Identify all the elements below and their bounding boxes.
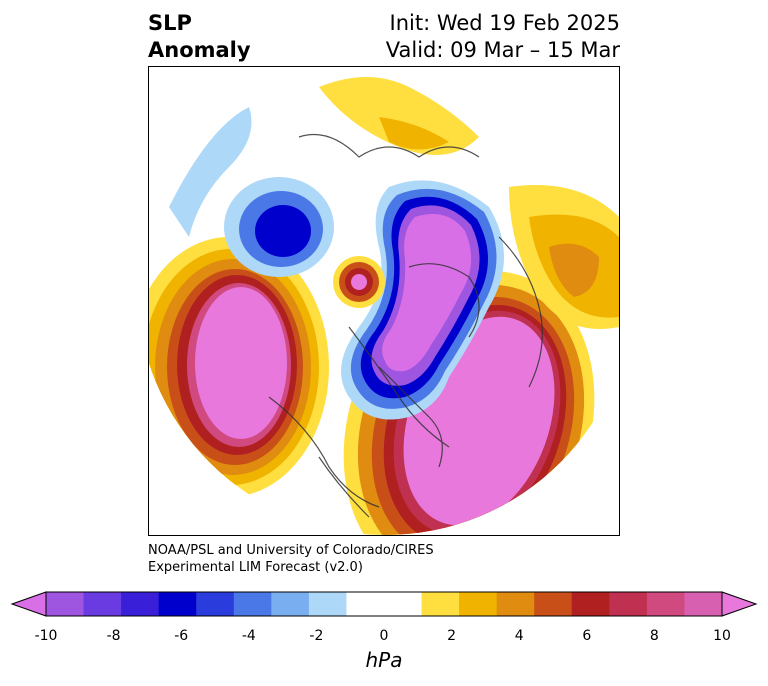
colorbar-cell xyxy=(308,592,347,616)
anomaly-map xyxy=(149,67,619,535)
title-variable-sub: Anomaly xyxy=(148,38,251,62)
colorbar-tick-label: -10 xyxy=(34,628,58,644)
colorbar-tick-label: -6 xyxy=(174,628,189,644)
colorbar-cell xyxy=(571,592,610,616)
negative-anomaly-arctic xyxy=(341,180,504,420)
init-date: Init: Wed 19 Feb 2025 xyxy=(389,11,620,35)
small-positive-anomaly xyxy=(333,256,385,308)
colorbar-under-arrow xyxy=(10,591,47,617)
colorbar-tick-label: 8 xyxy=(649,628,659,644)
positive-anomaly-north-pacific xyxy=(149,237,329,497)
colorbar-cell xyxy=(534,592,573,616)
negative-anomaly-canada xyxy=(224,177,334,277)
title-right: Init: Wed 19 Feb 2025 Valid: 09 Mar – 15… xyxy=(386,10,620,64)
colorbar-cell xyxy=(346,592,385,616)
title-left: SLP Anomaly xyxy=(148,10,251,64)
valid-range: Valid: 09 Mar – 15 Mar xyxy=(385,38,620,62)
colorbar-unit: hPa xyxy=(365,648,403,672)
title-variable: SLP xyxy=(148,11,192,35)
map-panel xyxy=(148,66,620,536)
colorbar-tick-label: 10 xyxy=(713,628,731,644)
colorbar-cell xyxy=(609,592,648,616)
colorbar-cell xyxy=(459,592,498,616)
credit-text: NOAA/PSL and University of Colorado/CIRE… xyxy=(148,542,434,576)
colorbar-cell xyxy=(46,592,85,616)
colorbar-cell xyxy=(158,592,197,616)
colorbar-cell xyxy=(233,592,272,616)
colorbar-cell xyxy=(684,592,723,616)
positive-anomaly-kamchatka xyxy=(319,77,479,155)
negative-anomaly-siberia xyxy=(169,107,252,237)
colorbar-over-arrow xyxy=(721,591,758,617)
colorbar-cell xyxy=(384,592,423,616)
colorbar-cell xyxy=(271,592,310,616)
colorbar-cell xyxy=(421,592,460,616)
colorbar-tick-label: 2 xyxy=(447,628,457,644)
colorbar-tick-label: -2 xyxy=(309,628,324,644)
coastlines xyxy=(268,133,543,518)
colorbar-cell xyxy=(496,592,535,616)
colorbar-tick-label: 0 xyxy=(379,628,389,644)
colorbar-cell xyxy=(83,592,122,616)
colorbar xyxy=(10,591,758,617)
colorbar-tick-label: 4 xyxy=(514,628,524,644)
colorbar-cell xyxy=(196,592,235,616)
colorbar-tick-label: -4 xyxy=(241,628,256,644)
credit-line-1: NOAA/PSL and University of Colorado/CIRE… xyxy=(148,543,434,558)
colorbar-tick-label: -8 xyxy=(106,628,121,644)
credit-line-2: Experimental LIM Forecast (v2.0) xyxy=(148,560,363,575)
colorbar-cell xyxy=(646,592,685,616)
colorbar-tick-label: 6 xyxy=(582,628,592,644)
positive-anomaly-east-asia xyxy=(509,185,619,329)
colorbar-cell xyxy=(121,592,160,616)
